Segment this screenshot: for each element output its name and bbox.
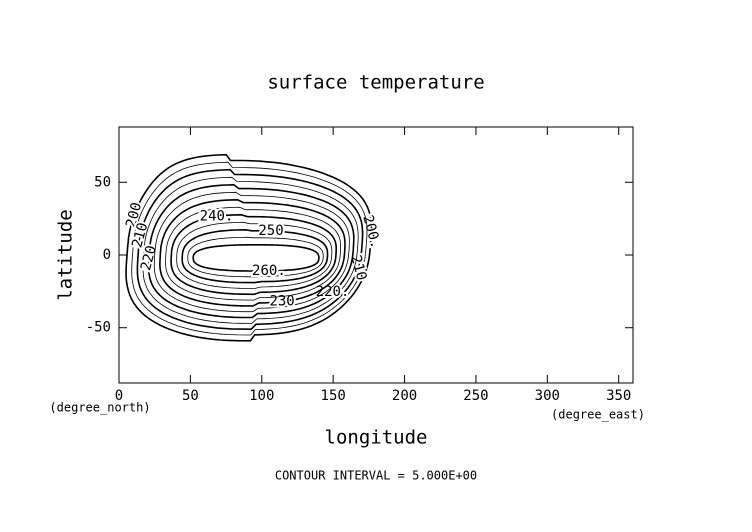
contour-line — [131, 161, 368, 336]
y-tick-label: 50 — [94, 174, 111, 190]
contour-line — [142, 176, 359, 324]
x-tick-label: 0 — [115, 388, 123, 404]
footer: CONTOUR INTERVAL = 5.000E+00 — [275, 469, 477, 483]
contour-label: 230 — [269, 294, 294, 310]
contour-line — [153, 191, 350, 313]
contour-line — [192, 244, 320, 272]
contour-line — [125, 153, 373, 342]
contour-line — [176, 221, 333, 289]
x-tick-label: 350 — [606, 388, 631, 404]
contour-line — [159, 198, 346, 307]
y-axis-label: latitude — [55, 209, 77, 301]
contour-line — [136, 168, 364, 331]
x-tick-label: 200 — [392, 388, 417, 404]
x-unit: (degree_east) — [551, 408, 645, 422]
x-axis-label: longitude — [325, 427, 428, 449]
x-tick-label: 50 — [182, 388, 199, 404]
x-tick-label: 150 — [321, 388, 346, 404]
y-tick-label: 0 — [103, 247, 111, 263]
contour-line — [165, 206, 341, 301]
contour-line — [187, 236, 324, 278]
contour-label: 260. — [252, 263, 286, 279]
contour-line — [147, 183, 355, 319]
contour-label: 240. — [200, 208, 234, 224]
chart-title: surface temperature — [267, 72, 484, 94]
x-tick-label: 250 — [463, 388, 488, 404]
contour-label: 250 — [258, 223, 283, 239]
contour-line — [181, 228, 329, 284]
x-tick-label: 300 — [535, 388, 560, 404]
x-tick-label: 100 — [249, 388, 274, 404]
contour-label: 220. — [316, 284, 350, 300]
y-tick-label: -50 — [86, 320, 111, 336]
contour-line — [170, 213, 337, 296]
y-unit: (degree_north) — [49, 401, 150, 415]
